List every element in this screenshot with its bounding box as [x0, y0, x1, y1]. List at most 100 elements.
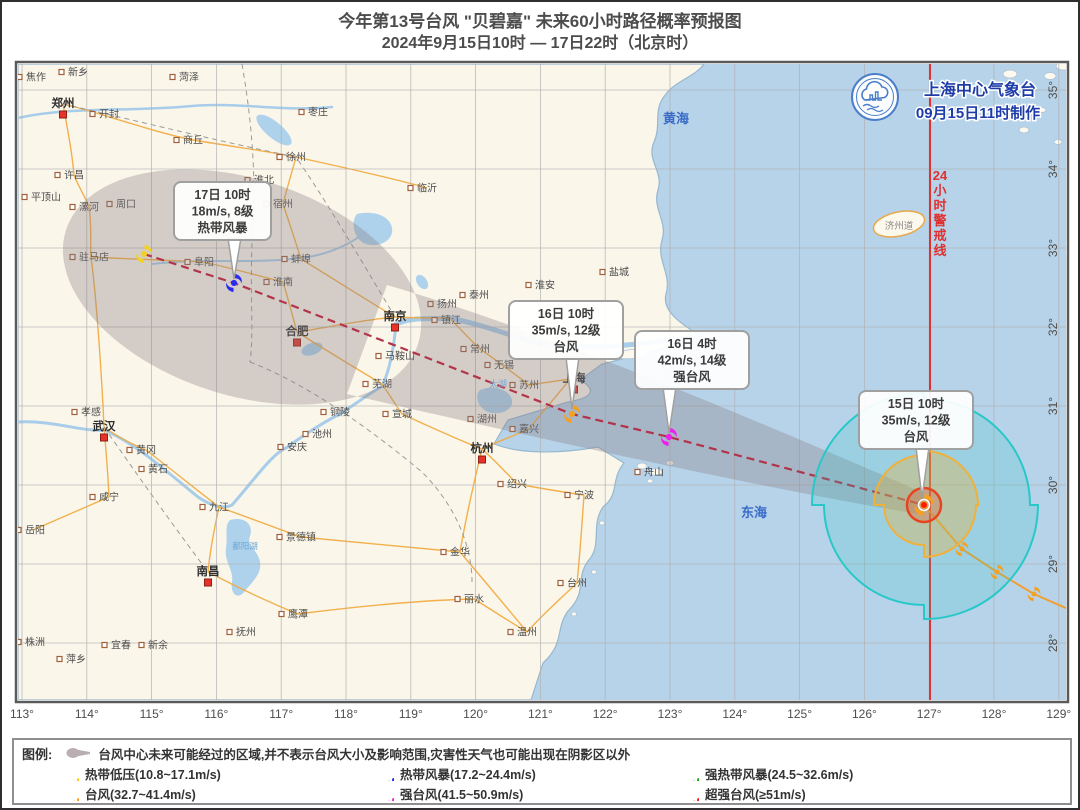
lat-axis-label: 31° [1046, 397, 1060, 415]
city-marker: 临沂 [407, 182, 437, 195]
city-marker: 黄石 [138, 463, 168, 476]
city-marker: 驻马店 [69, 251, 109, 264]
svg-text:安庆: 安庆 [287, 441, 307, 454]
legend-item: 热带低压(10.8~17.1m/s) [66, 764, 381, 783]
city-marker: 菏泽 [169, 72, 199, 84]
geo-label: 黄海 [663, 111, 689, 126]
legend-item: 强台风(41.5~50.9m/s) [381, 784, 686, 803]
lon-axis-label: 126° [852, 707, 877, 721]
lon-axis-label: 120° [463, 707, 488, 721]
svg-text:武汉: 武汉 [93, 419, 116, 433]
geo-label: 太湖 [489, 378, 507, 389]
svg-text:泰州: 泰州 [469, 289, 489, 302]
lon-axis-label: 113° [10, 707, 34, 721]
svg-text:合肥: 合肥 [286, 324, 309, 338]
city-marker: 绍兴 [497, 478, 527, 491]
callout-line: 热带风暴 [197, 220, 248, 235]
city-marker: 商丘 [173, 134, 203, 147]
title-line2: 2024年9月15日10时 — 17日22时（北京时） [381, 35, 699, 52]
svg-text:金华: 金华 [450, 546, 470, 559]
svg-text:开封: 开封 [99, 108, 119, 121]
city-marker: 景德镇 [276, 531, 316, 544]
svg-text:蚌埠: 蚌埠 [291, 253, 311, 266]
city-marker: 徐州 [276, 151, 306, 164]
svg-text:徐州: 徐州 [286, 151, 306, 164]
lat-axis-label: 29° [1046, 555, 1060, 573]
city-marker: 平顶山 [21, 192, 61, 204]
city-marker: 常州 [460, 343, 490, 356]
city-marker: 安庆 [277, 441, 307, 454]
svg-text:淮安: 淮安 [535, 279, 555, 292]
city-marker: 焦作 [18, 71, 46, 84]
svg-text:常州: 常州 [470, 343, 490, 356]
svg-text:宿州: 宿州 [273, 198, 293, 211]
city-marker: 岳阳 [18, 525, 45, 537]
city-marker: 枣庄 [298, 106, 328, 119]
typhoon-category-icon [381, 766, 394, 781]
city-marker: 蚌埠 [281, 253, 311, 266]
callout-line: 强台风 [673, 369, 711, 384]
callout-line: 35m/s, 12级 [532, 323, 601, 338]
city-marker: 抚州 [226, 627, 256, 639]
svg-text:池州: 池州 [312, 428, 332, 441]
lon-axis-label: 114° [75, 707, 99, 721]
legend-item: 热带风暴(17.2~24.4m/s) [381, 764, 686, 783]
city-marker: 淮南 [263, 276, 293, 289]
svg-text:阜阳: 阜阳 [194, 256, 214, 269]
svg-text:咸宁: 咸宁 [99, 491, 119, 504]
callout-line: 15日 10时 [888, 396, 945, 411]
svg-text:无锡: 无锡 [494, 359, 514, 372]
svg-text:抚州: 抚州 [236, 627, 256, 639]
lat-axis-label: 30° [1046, 476, 1060, 494]
track-points [136, 244, 1041, 602]
city-marker: 鹰潭 [278, 608, 308, 621]
callout-line: 17日 10时 [194, 187, 251, 202]
city-marker: 温州 [507, 627, 537, 639]
city-marker: 武汉 [93, 419, 116, 442]
city-marker: 黄冈 [126, 444, 156, 457]
city-marker: 台州 [557, 577, 587, 590]
svg-text:苏州: 苏州 [519, 379, 539, 392]
lon-axis-label: 124° [722, 707, 747, 721]
city-marker: 南京 [384, 309, 407, 332]
lon-axis-label: 127° [917, 707, 942, 721]
warning-line-label: 24 小时警戒线 [933, 168, 948, 258]
forecast-probability-cone [62, 169, 925, 516]
svg-text:镇江: 镇江 [441, 314, 461, 327]
city-marker: 漯河 [69, 202, 99, 214]
lat-axis-label: 34° [1046, 160, 1060, 178]
city-marker: 许昌 [54, 170, 84, 182]
svg-text:嘉兴: 嘉兴 [519, 423, 539, 436]
city-marker: 苏州 [509, 379, 539, 392]
svg-text:孝感: 孝感 [81, 406, 101, 419]
city-marker: 杭州 [471, 441, 494, 464]
title-line1: 今年第13号台风 "贝碧嘉" 未来60小时路径概率预报图 [338, 12, 742, 31]
jeju-island [872, 210, 926, 238]
svg-text:九江: 九江 [209, 502, 229, 514]
city-marker: 舟山 [634, 466, 664, 479]
city-marker: 株洲 [18, 636, 45, 649]
geo-label: 鄱阳湖 [232, 541, 258, 551]
city-marker: 南昌 [197, 564, 220, 587]
map-border [14, 60, 1070, 704]
city-marker: 开封 [89, 108, 119, 121]
city-marker: 新余 [138, 639, 168, 652]
svg-text:扬州: 扬州 [437, 298, 457, 311]
svg-text:萍乡: 萍乡 [66, 654, 86, 666]
city-marker: 宜春 [101, 639, 131, 652]
svg-text:丽水: 丽水 [464, 594, 484, 606]
geo-label: 东海 [741, 505, 767, 520]
agency-name: 上海中心气象台 [924, 80, 1036, 99]
svg-text:黄冈: 黄冈 [136, 444, 156, 457]
cloud-icon [861, 80, 889, 101]
city-marker: 咸宁 [89, 491, 119, 504]
svg-text:芜湖: 芜湖 [372, 378, 392, 391]
svg-text:淮南: 淮南 [273, 276, 293, 289]
lat-axis-label: 33° [1046, 239, 1060, 257]
svg-text:景德镇: 景德镇 [286, 531, 316, 544]
city-marker: 金华 [440, 546, 470, 559]
